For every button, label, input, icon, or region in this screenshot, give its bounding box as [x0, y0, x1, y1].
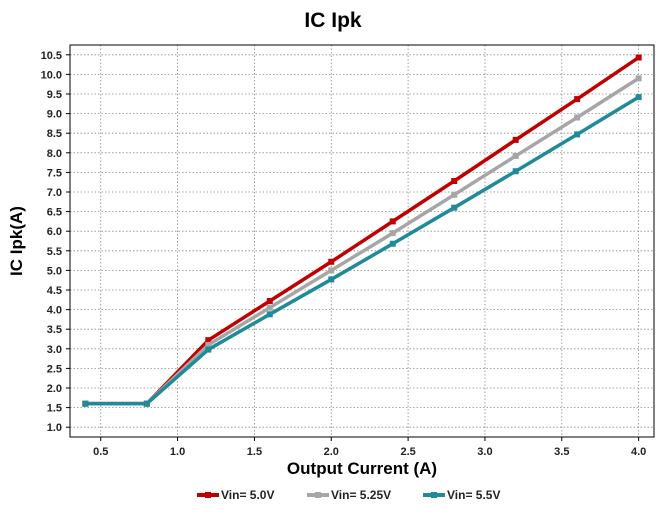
legend-marker	[205, 492, 211, 498]
data-point	[512, 136, 519, 143]
series-line	[85, 95, 640, 406]
legend-label: Vin= 5.25V	[331, 488, 391, 502]
data-point	[266, 304, 273, 311]
legend-marker	[431, 492, 437, 498]
data-point	[451, 178, 458, 185]
legend-label: Vin= 5.0V	[221, 488, 274, 502]
chart-title: IC Ipk	[304, 9, 361, 32]
legend-item-2: Vin= 5.25V	[307, 488, 391, 502]
x-tick-label: 2.0	[324, 446, 339, 458]
data-point	[266, 297, 273, 304]
y-tick-label: 7.5	[47, 167, 62, 179]
legend-item-3: Vin= 5.5V	[423, 488, 500, 502]
x-tick-label: 2.5	[400, 446, 415, 458]
y-tick-label: 8.0	[47, 148, 62, 160]
y-tick-label: 2.5	[47, 363, 62, 375]
data-point	[451, 191, 458, 198]
data-point	[389, 240, 396, 247]
data-point	[328, 276, 335, 283]
y-axis: 1.0 1.5 2.0 2.5 3.0 3.5 4.0 4.5 5.0 5.5 6.0 6.5 7.0 7…	[41, 50, 70, 434]
y-tick-label: 10.5	[41, 50, 62, 62]
data-point	[328, 258, 335, 265]
data-point	[205, 337, 212, 344]
y-tick-label: 5.0	[47, 265, 62, 277]
y-tick-label: 6.0	[47, 226, 62, 238]
x-tick-label: 3.0	[477, 446, 492, 458]
data-point	[82, 400, 89, 407]
data-point	[512, 168, 519, 175]
y-tick-label: 7.0	[47, 187, 62, 199]
data-point	[512, 152, 519, 159]
x-tick-label: 0.5	[93, 446, 108, 458]
series-line	[85, 76, 640, 406]
legend-label: Vin= 5.5V	[447, 488, 500, 502]
data-point	[635, 94, 642, 101]
y-tick-label: 1.0	[47, 422, 62, 434]
data-point	[143, 400, 150, 407]
series-line	[85, 56, 640, 406]
y-tick-label: 4.5	[47, 285, 62, 297]
data-point	[635, 54, 642, 61]
data-point	[574, 96, 581, 103]
x-tick-label: 1.0	[170, 446, 185, 458]
data-point	[389, 218, 396, 225]
y-tick-label: 3.0	[47, 344, 62, 356]
x-tick-label: 1.5	[247, 446, 262, 458]
x-tick-label: 4.0	[631, 446, 646, 458]
y-axis-label: IC Ipk(A)	[7, 206, 26, 276]
data-point	[635, 75, 642, 82]
y-tick-label: 2.0	[47, 383, 62, 395]
data-point	[574, 131, 581, 138]
legend-item-1: Vin= 5.0V	[197, 488, 274, 502]
data-point	[205, 341, 212, 348]
x-tick-label: 3.5	[554, 446, 569, 458]
y-tick-label: 9.0	[47, 109, 62, 121]
series-3	[82, 94, 642, 407]
y-tick-label: 8.5	[47, 128, 62, 140]
y-tick-label: 4.0	[47, 305, 62, 317]
y-tick-label: 9.5	[47, 89, 62, 101]
series-layer	[82, 54, 642, 407]
data-point	[266, 311, 273, 318]
y-tick-label: 3.5	[47, 324, 62, 336]
legend: Vin= 5.0V Vin= 5.25V Vin= 5.5V	[197, 488, 500, 502]
y-tick-label: 5.5	[47, 246, 62, 258]
data-point	[574, 114, 581, 121]
y-tick-label: 6.5	[47, 207, 62, 219]
y-tick-label: 10.0	[41, 69, 62, 81]
y-tick-label: 1.5	[47, 403, 62, 415]
plot-frame	[69, 44, 655, 438]
data-point	[205, 346, 212, 353]
x-axis-label: Output Current (A)	[287, 459, 437, 478]
data-point	[328, 267, 335, 274]
legend-marker	[315, 492, 321, 498]
data-point	[451, 204, 458, 211]
x-axis: 0.5 1.0 1.5 2.0 2.5 3.0 3.5 4.0	[93, 437, 646, 458]
series-1	[82, 54, 642, 407]
data-point	[389, 230, 396, 237]
